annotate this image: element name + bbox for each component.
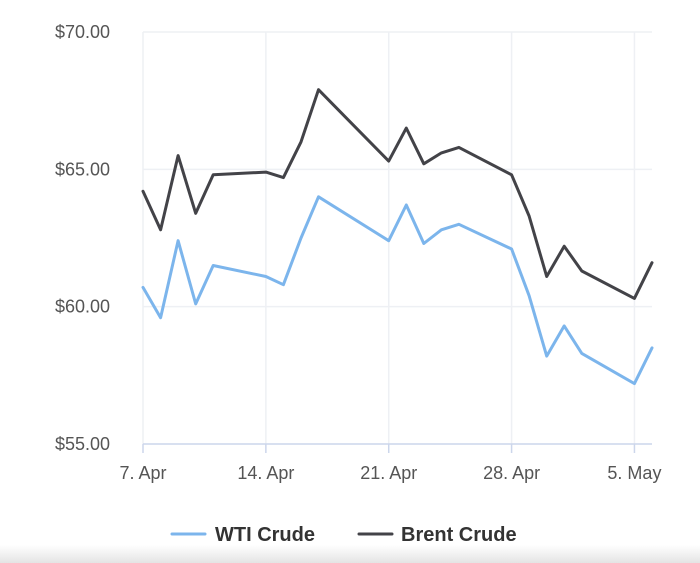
y-tick-label: $70.00 <box>55 22 110 42</box>
y-tick-label: $60.00 <box>55 297 110 317</box>
legend-item-brent-crude[interactable]: Brent Crude <box>357 524 517 546</box>
x-tick-label: 14. Apr <box>237 463 294 483</box>
y-tick-label: $55.00 <box>55 434 110 454</box>
x-tick-label: 5. May <box>607 463 661 483</box>
y-axis-labels: $70.00 $65.00 $60.00 $55.00 <box>55 22 110 454</box>
x-tick-label: 7. Apr <box>119 463 166 483</box>
bottom-scroll-fade <box>0 545 700 563</box>
series-lines <box>141 88 654 386</box>
legend-label: Brent Crude <box>401 524 517 546</box>
legend-label: WTI Crude <box>215 524 315 546</box>
x-axis-labels: 7. Apr 14. Apr 21. Apr 28. Apr 5. May <box>119 463 661 483</box>
series-line-wti-crude[interactable] <box>141 195 654 386</box>
x-tick-label: 21. Apr <box>360 463 417 483</box>
x-axis-ticks <box>142 444 636 453</box>
legend-item-wti-crude[interactable]: WTI Crude <box>170 524 315 546</box>
x-tick-label: 28. Apr <box>483 463 540 483</box>
y-tick-label: $65.00 <box>55 159 110 179</box>
y-gridlines <box>143 31 652 308</box>
series-line-brent-crude[interactable] <box>141 88 654 300</box>
legend[interactable]: WTI Crude Brent Crude <box>170 524 517 546</box>
